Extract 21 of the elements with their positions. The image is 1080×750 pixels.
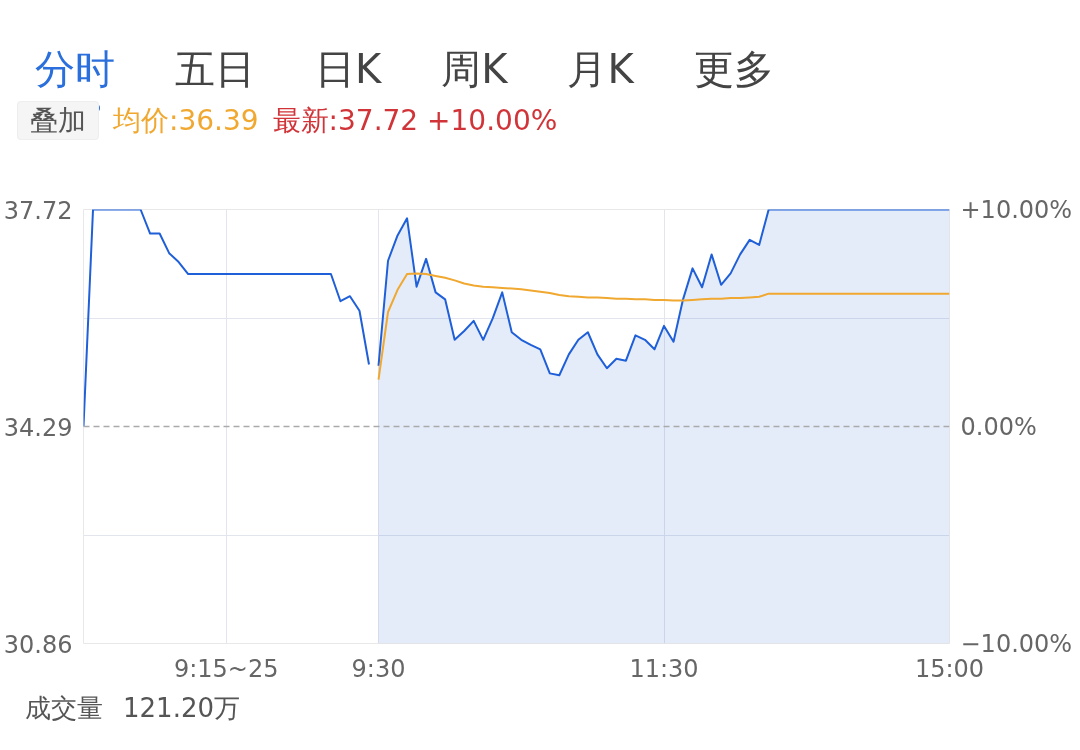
text: 成交量 [25, 693, 103, 723]
text: 日K [315, 45, 382, 94]
x-tick-label: 9:15~25 [173, 654, 279, 683]
y-tick-label: 37.72 [3, 196, 73, 225]
text: 分时 [35, 45, 115, 94]
text: 叠加 [17, 101, 99, 140]
line-series [377, 272, 950, 381]
y2-tick-label: 0.00% [960, 412, 1037, 441]
x-tick-label: 9:30 [351, 654, 406, 683]
line-series [83, 209, 370, 428]
text: 月K [567, 45, 634, 94]
y-tick-label: 34.29 [3, 413, 73, 442]
text: 周K [441, 45, 508, 94]
y-tick-label: 30.86 [3, 630, 73, 659]
text: 五日 [175, 45, 255, 94]
text: 均价:36.39 [113, 104, 259, 137]
text: 121.20万 [123, 693, 240, 723]
y2-tick-label: +10.00% [960, 195, 1073, 224]
x-tick-label: 11:30 [629, 654, 699, 683]
text: 更多 [693, 45, 774, 94]
text: 最新:37.72 +10.00% [272, 104, 558, 137]
